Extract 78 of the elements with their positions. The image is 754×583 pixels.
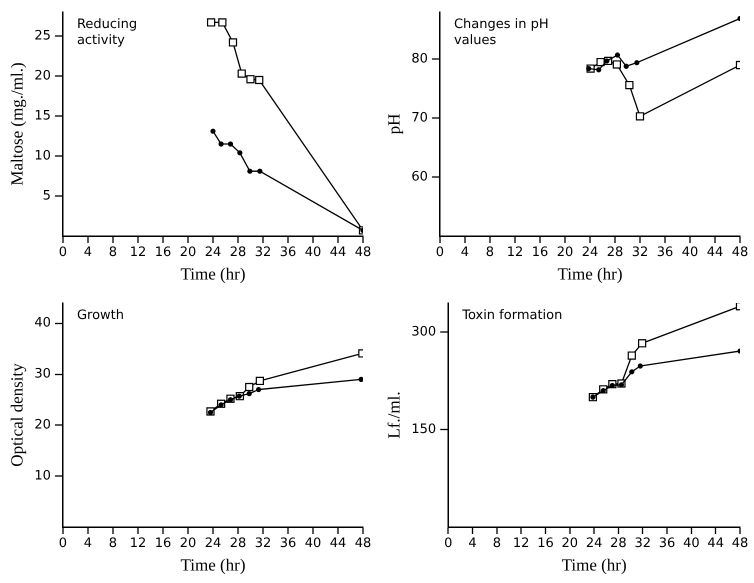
y-tick-label: 20 [34, 418, 51, 433]
x-tick-label: 8 [108, 536, 118, 552]
x-tick-label: 20 [180, 245, 196, 260]
x-tick-label: 24 [204, 245, 222, 260]
y-tick-label: 10 [34, 148, 51, 164]
x-tick-label: 16 [537, 536, 554, 552]
y-tick-label: 70 [411, 110, 428, 126]
x-tick-label: 40 [304, 245, 322, 260]
x-tick-label: 16 [154, 536, 172, 552]
x-tick-label: 0 [444, 536, 452, 552]
annotation: Changes in pH values [454, 16, 549, 48]
x-tick-label: 28 [610, 536, 627, 552]
y-tick-label: 80 [411, 52, 428, 67]
x-tick-label: 24 [586, 536, 602, 552]
x-tick-label: 8 [486, 245, 494, 260]
y-axis-title: Optical density [8, 362, 27, 467]
x-tick-label: 48 [354, 536, 372, 552]
x-tick-label: 44 [330, 536, 346, 552]
x-tick-label: 16 [532, 245, 548, 260]
y-axis-title: Lf./ml. [384, 391, 404, 439]
x-tick-label: 4 [468, 536, 477, 552]
x-tick-label: 40 [304, 536, 322, 552]
x-axis-title: Time (hr) [562, 555, 627, 574]
x-tick-label: 0 [58, 245, 68, 260]
x-tick-label: 36 [658, 536, 676, 552]
x-tick-label: 44 [707, 536, 724, 552]
x-tick-label: 24 [582, 245, 598, 260]
x-tick-label: 40 [683, 536, 700, 552]
x-tick-label: 0 [58, 536, 68, 552]
x-tick-label: 8 [108, 245, 118, 260]
x-tick-label: 12 [512, 536, 530, 552]
x-tick-label: 12 [130, 536, 146, 552]
x-axis-title: Time (hr) [180, 264, 246, 284]
y-tick-label: 20 [34, 68, 51, 84]
y-tick-label: 25 [34, 28, 51, 44]
y-tick-label: 30 [34, 366, 51, 382]
x-tick-label: 32 [254, 536, 272, 552]
x-tick-label: 28 [230, 536, 246, 552]
y-axis-title: Maltose (mg./ml.) [8, 62, 27, 186]
x-tick-label: 24 [204, 536, 222, 552]
x-axis-title: Time (hr) [557, 264, 622, 284]
x-tick-label: 32 [634, 536, 652, 552]
x-tick-label: 4 [460, 245, 470, 260]
y-axis-title: pH [384, 114, 404, 134]
x-tick-label: 20 [562, 536, 578, 552]
x-tick-label: 12 [506, 245, 524, 260]
y-tick-label: 300 [411, 324, 436, 340]
x-tick-label: 12 [130, 245, 146, 260]
x-tick-label: 36 [656, 245, 674, 260]
y-tick-label: 10 [34, 468, 51, 484]
annotation: Growth [76, 308, 124, 323]
x-tick-label: 32 [632, 245, 648, 260]
x-tick-label: 48 [732, 245, 748, 260]
x-tick-label: 44 [330, 245, 346, 260]
x-tick-label: 20 [180, 536, 196, 552]
x-tick-label: 32 [254, 245, 272, 260]
x-tick-label: 36 [280, 536, 296, 552]
x-tick-label: 4 [84, 245, 92, 260]
x-tick-label: 8 [492, 536, 501, 552]
annotation: Reducing activity [76, 16, 138, 48]
annotation: Toxin formation [461, 308, 562, 323]
x-tick-label: 4 [84, 536, 92, 552]
y-tick-label: 60 [411, 169, 428, 184]
x-tick-label: 28 [606, 245, 624, 260]
x-tick-label: 40 [682, 245, 698, 260]
x-tick-label: 20 [556, 245, 574, 260]
x-tick-label: 48 [732, 536, 748, 552]
x-tick-label: 48 [354, 245, 372, 260]
x-tick-label: 28 [230, 245, 246, 260]
x-tick-label: 36 [280, 245, 296, 260]
y-tick-label: 5 [42, 188, 51, 204]
x-tick-label: 16 [154, 245, 172, 260]
x-tick-label: 0 [436, 245, 444, 260]
y-tick-label: 150 [411, 422, 436, 437]
y-tick-label: 40 [34, 316, 51, 331]
x-tick-label: 44 [706, 245, 724, 260]
x-axis-title: Time (hr) [180, 555, 246, 574]
y-tick-label: 15 [34, 108, 51, 124]
